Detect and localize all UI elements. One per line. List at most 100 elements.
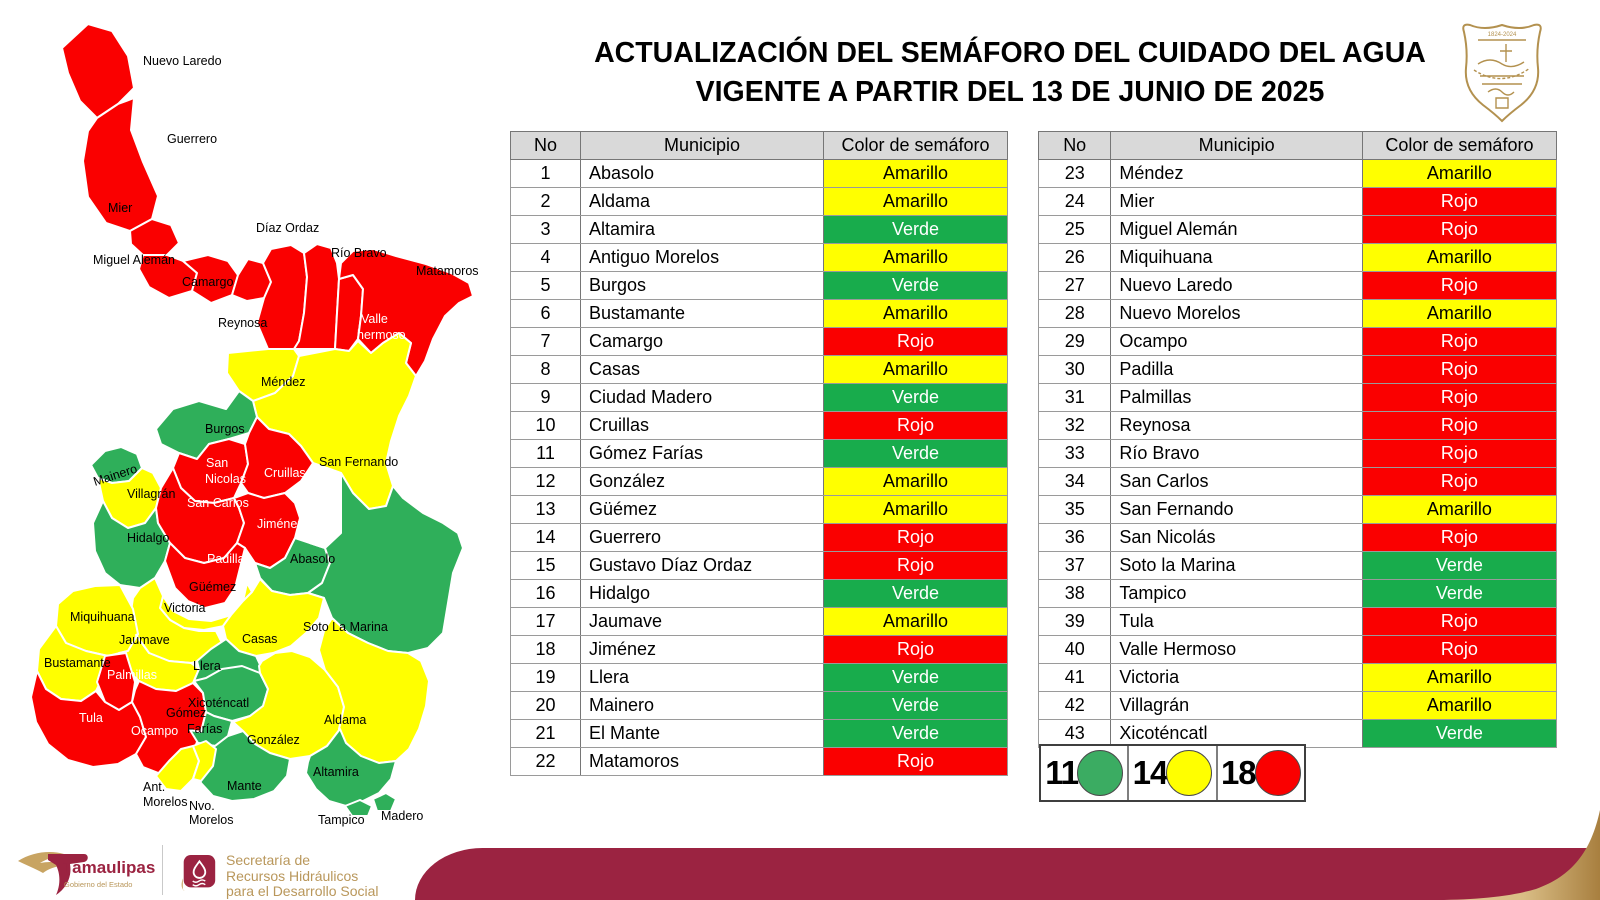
map-label-miguel-aleman: Miguel Alemán — [93, 253, 175, 267]
cell-municipality: Guerrero — [580, 523, 824, 552]
cell-municipality: Nuevo Morelos — [1110, 299, 1363, 328]
map-label-burgos: Burgos — [205, 422, 245, 436]
secretariat-line-2: Recursos Hidráulicos — [226, 867, 359, 884]
cell-number: 16 — [510, 579, 581, 608]
map-label-villagran: Villagrán — [127, 487, 175, 501]
title-line-2: VIGENTE A PARTIR DEL 13 DE JUNIO DE 2025 — [695, 76, 1325, 108]
cell-status: Amarillo — [823, 607, 1008, 636]
cell-status: Rojo — [1361, 467, 1558, 496]
map-label-xicotencatl: Xicoténcatl — [188, 696, 249, 710]
map-label-abasolo: Abasolo — [290, 552, 335, 566]
table-row: 17 Jaumave Amarillo — [510, 607, 1008, 636]
region-tampico — [344, 799, 373, 817]
cell-number: 19 — [510, 663, 581, 692]
table-row: 33 Río Bravo Rojo — [1037, 439, 1558, 468]
cell-municipality: Bustamante — [580, 299, 824, 328]
cell-number: 31 — [1037, 383, 1112, 412]
table-row: 3 Altamira Verde — [510, 215, 1008, 244]
map-label-diaz-ordaz: Díaz Ordaz — [256, 221, 319, 235]
cell-municipality: Jaumave — [580, 607, 824, 636]
cell-status: Amarillo — [823, 187, 1008, 216]
tamaulipas-map: Nuevo Laredo Guerrero Mier Miguel Alemán Cam… — [30, 23, 479, 827]
cell-municipality: Ciudad Madero — [580, 383, 824, 412]
brand-subtitle: Gobierno del Estado — [64, 880, 133, 889]
cell-status: Rojo — [1361, 635, 1558, 664]
cell-municipality: Camargo — [580, 327, 824, 356]
table-row: 19 Llera Verde — [510, 663, 1008, 692]
table-row: 36 San Nicolás Rojo — [1037, 523, 1558, 552]
table-row: 24 Mier Rojo — [1037, 187, 1558, 216]
map-label-nvo-morelos: Nvo. — [189, 799, 215, 813]
cell-status: Rojo — [1361, 523, 1558, 552]
header-no: No — [1037, 131, 1112, 160]
cell-number: 1 — [510, 159, 581, 188]
secretariat-line-3: para el Desarrollo Social — [226, 883, 379, 899]
region-cruillas — [240, 416, 314, 499]
cell-municipality: Xicoténcatl — [1110, 719, 1363, 748]
cell-municipality: San Fernando — [1110, 495, 1363, 524]
map-label-madero: Madero — [381, 809, 423, 823]
map-label-san-carlos: San Carlos — [187, 496, 249, 510]
cell-status: Rojo — [823, 747, 1008, 776]
legend-count: 14 — [1132, 754, 1169, 791]
map-label-ocampo: Ocampo — [131, 724, 178, 738]
shield-motto-top: 1824-2024 — [1488, 32, 1517, 38]
cell-number: 42 — [1037, 691, 1112, 720]
table-row: 18 Jiménez Rojo — [510, 635, 1008, 664]
map-label-miquihuana: Miquihuana — [70, 610, 135, 624]
cell-municipality: Aldama — [580, 187, 824, 216]
table-row: 16 Hidalgo Verde — [510, 579, 1008, 608]
footer-band — [415, 848, 1600, 900]
region-nvo-morelos — [192, 740, 217, 782]
cell-status: Amarillo — [1361, 299, 1558, 328]
map-label-bustamante: Bustamante — [44, 656, 111, 670]
cell-number: 25 — [1037, 215, 1112, 244]
cell-status: Rojo — [1361, 383, 1558, 412]
legend-item-rojo: 18 — [1218, 746, 1304, 800]
legend-dot-rojo — [1254, 750, 1301, 796]
page-title: ACTUALIZACIÓN DEL SEMÁFORO DEL CUIDADO D… — [540, 34, 1480, 112]
legend-count: 11 — [1045, 754, 1079, 791]
cell-status: Verde — [1361, 579, 1558, 608]
title-line-1: ACTUALIZACIÓN DEL SEMÁFORO DEL CUIDADO D… — [594, 37, 1426, 69]
cell-status: Verde — [823, 215, 1008, 244]
cell-number: 37 — [1037, 551, 1112, 580]
map-label-hidalgo: Hidalgo — [127, 531, 169, 545]
table-row: 11 Gómez Farías Verde — [510, 439, 1008, 468]
cell-number: 12 — [510, 467, 581, 496]
cell-number: 28 — [1037, 299, 1112, 328]
map-label-palmillas: Palmillas — [107, 668, 157, 682]
cell-number: 9 — [510, 383, 581, 412]
table-header: No Municipio Color de semáforo — [1037, 131, 1558, 160]
cell-municipality: Gustavo Díaz Ordaz — [580, 551, 824, 580]
cell-municipality: Tampico — [1110, 579, 1363, 608]
header-municipio: Municipio — [580, 131, 824, 160]
cell-municipality: Güémez — [580, 495, 824, 524]
table-row: 29 Ocampo Rojo — [1037, 327, 1558, 356]
table-row: 35 San Fernando Amarillo — [1037, 495, 1558, 524]
cell-status: Amarillo — [1361, 495, 1558, 524]
cell-number: 23 — [1037, 159, 1112, 188]
cell-status: Verde — [1361, 719, 1558, 748]
cell-municipality: Río Bravo — [1110, 439, 1363, 468]
cell-status: Verde — [1361, 551, 1558, 580]
footer-divider — [162, 845, 163, 895]
cell-municipality: Abasolo — [580, 159, 824, 188]
cell-number: 8 — [510, 355, 581, 384]
cell-status: Verde — [823, 579, 1008, 608]
cell-status: Amarillo — [1361, 663, 1558, 692]
cell-number: 20 — [510, 691, 581, 720]
cell-status: Amarillo — [1361, 243, 1558, 272]
cell-number: 10 — [510, 411, 581, 440]
map-label-valle-hermoso: Valle — [361, 312, 388, 326]
cell-municipality: Llera — [580, 663, 824, 692]
cell-number: 41 — [1037, 663, 1112, 692]
cell-number: 13 — [510, 495, 581, 524]
legend-item-verde: 11 — [1041, 746, 1130, 800]
cell-status: Rojo — [823, 551, 1008, 580]
table-row: 1 Abasolo Amarillo — [510, 159, 1008, 188]
cell-number: 34 — [1037, 467, 1112, 496]
cell-municipality: Miguel Alemán — [1110, 215, 1363, 244]
map-label-nuevo-laredo: Nuevo Laredo — [143, 54, 222, 68]
